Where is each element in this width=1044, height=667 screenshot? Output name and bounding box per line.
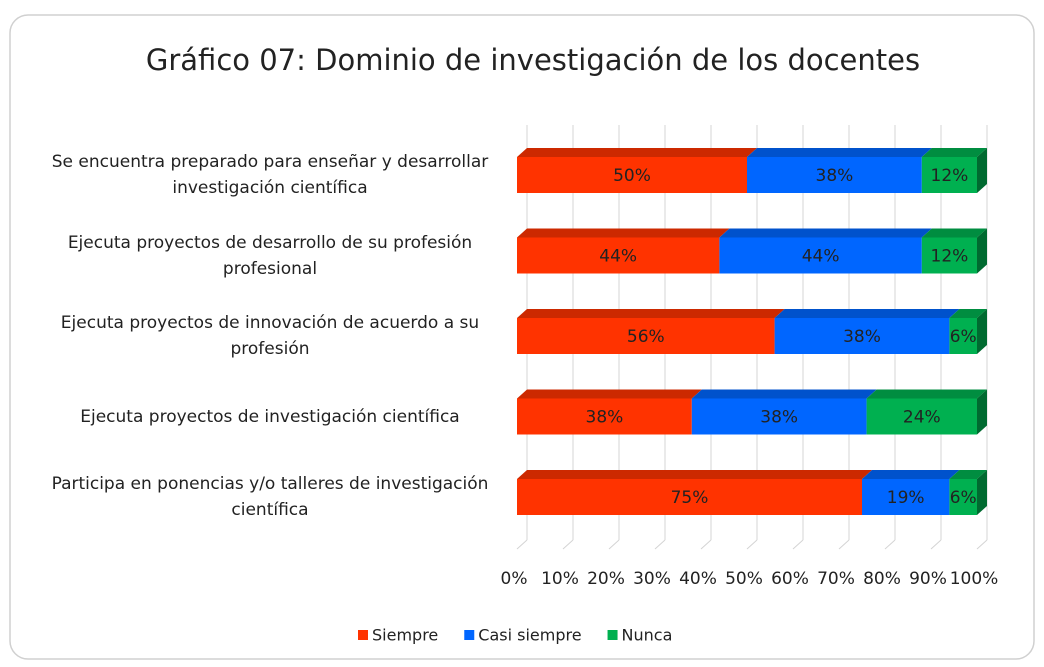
bar	[691, 398, 867, 435]
legend-swatch	[358, 630, 368, 640]
bar-side	[977, 148, 987, 193]
bar	[862, 479, 950, 515]
bar-top	[921, 228, 987, 238]
grid-floor	[930, 539, 942, 550]
bar	[921, 157, 977, 193]
bar-top	[862, 470, 960, 479]
grid-floor	[976, 539, 988, 550]
bar-top	[949, 309, 987, 318]
bar	[747, 157, 922, 193]
grid-floor	[792, 539, 804, 550]
data-label: 12%	[931, 166, 969, 186]
bar	[774, 318, 950, 354]
x-tick-label: 10%	[541, 569, 579, 589]
legend-label: Siempre	[372, 626, 438, 645]
data-label: 6%	[950, 488, 977, 508]
data-label: 19%	[887, 488, 925, 508]
bar-top	[774, 309, 960, 318]
category-label: Participa en ponencias y/o talleres de i…	[51, 474, 489, 520]
bar-top	[719, 228, 932, 238]
data-label: 38%	[760, 408, 798, 428]
bar-top	[921, 148, 987, 157]
x-tick-label: 20%	[587, 569, 625, 589]
category-label: Ejecuta proyectos de investigación cient…	[80, 406, 460, 427]
data-label: 24%	[903, 408, 941, 428]
category-label: Ejecuta proyectos de desarrollo de su pr…	[67, 232, 473, 279]
bar-side	[977, 470, 987, 515]
bar-top	[517, 470, 872, 479]
grid-floor	[838, 539, 850, 550]
bar-top	[517, 148, 757, 157]
bar-top	[866, 389, 987, 399]
x-tick-label: 80%	[863, 569, 901, 589]
bar	[949, 479, 977, 515]
bar	[949, 318, 977, 354]
x-tick-label: 60%	[771, 569, 809, 589]
data-label: 12%	[931, 247, 969, 267]
grid-floor	[884, 539, 896, 550]
data-label: 38%	[586, 408, 624, 428]
data-label: 75%	[671, 488, 709, 508]
bar-top	[517, 228, 730, 238]
data-label: 50%	[613, 166, 651, 186]
legend-swatch	[464, 630, 475, 640]
bar-side	[977, 228, 987, 274]
bar	[921, 237, 977, 274]
data-label: 6%	[950, 327, 977, 347]
grid-floor	[516, 539, 528, 550]
bar	[517, 398, 692, 435]
category-label: Se encuentra preparado para enseñar y de…	[51, 152, 489, 198]
bar-top	[691, 389, 877, 399]
bar-side	[977, 389, 987, 435]
legend-label: Nunca	[622, 626, 673, 645]
bar	[517, 157, 747, 193]
bar	[866, 398, 977, 435]
legend-label: Casi siempre	[478, 626, 581, 645]
data-label: 44%	[802, 247, 840, 267]
x-tick-label: 100%	[950, 569, 999, 589]
bar-top	[747, 148, 932, 157]
grid-floor	[608, 539, 620, 550]
x-tick-label: 90%	[909, 569, 947, 589]
data-label: 38%	[816, 166, 854, 186]
x-tick-label: 0%	[501, 569, 528, 589]
data-label: 38%	[843, 327, 881, 347]
grid-floor	[746, 539, 758, 550]
legend-swatch	[607, 630, 618, 640]
bar-side	[977, 309, 987, 354]
grid-floor	[700, 539, 712, 550]
bar	[517, 479, 862, 515]
x-tick-label: 50%	[725, 569, 763, 589]
bar	[719, 237, 922, 274]
bar-top	[517, 309, 785, 318]
bar	[517, 318, 775, 354]
bar-top	[949, 470, 987, 479]
grid-floor	[654, 539, 666, 550]
grid-floor	[562, 539, 574, 550]
x-tick-label: 40%	[679, 569, 717, 589]
data-label: 44%	[599, 247, 637, 267]
x-tick-label: 30%	[633, 569, 671, 589]
data-label: 56%	[627, 327, 665, 347]
bar	[517, 237, 720, 274]
bar-top	[517, 389, 702, 399]
category-label: Ejecuta proyectos de innovación de acuer…	[60, 313, 480, 359]
x-tick-label: 70%	[817, 569, 855, 589]
chart-title: Gráfico 07: Dominio de investigación de …	[146, 43, 920, 77]
